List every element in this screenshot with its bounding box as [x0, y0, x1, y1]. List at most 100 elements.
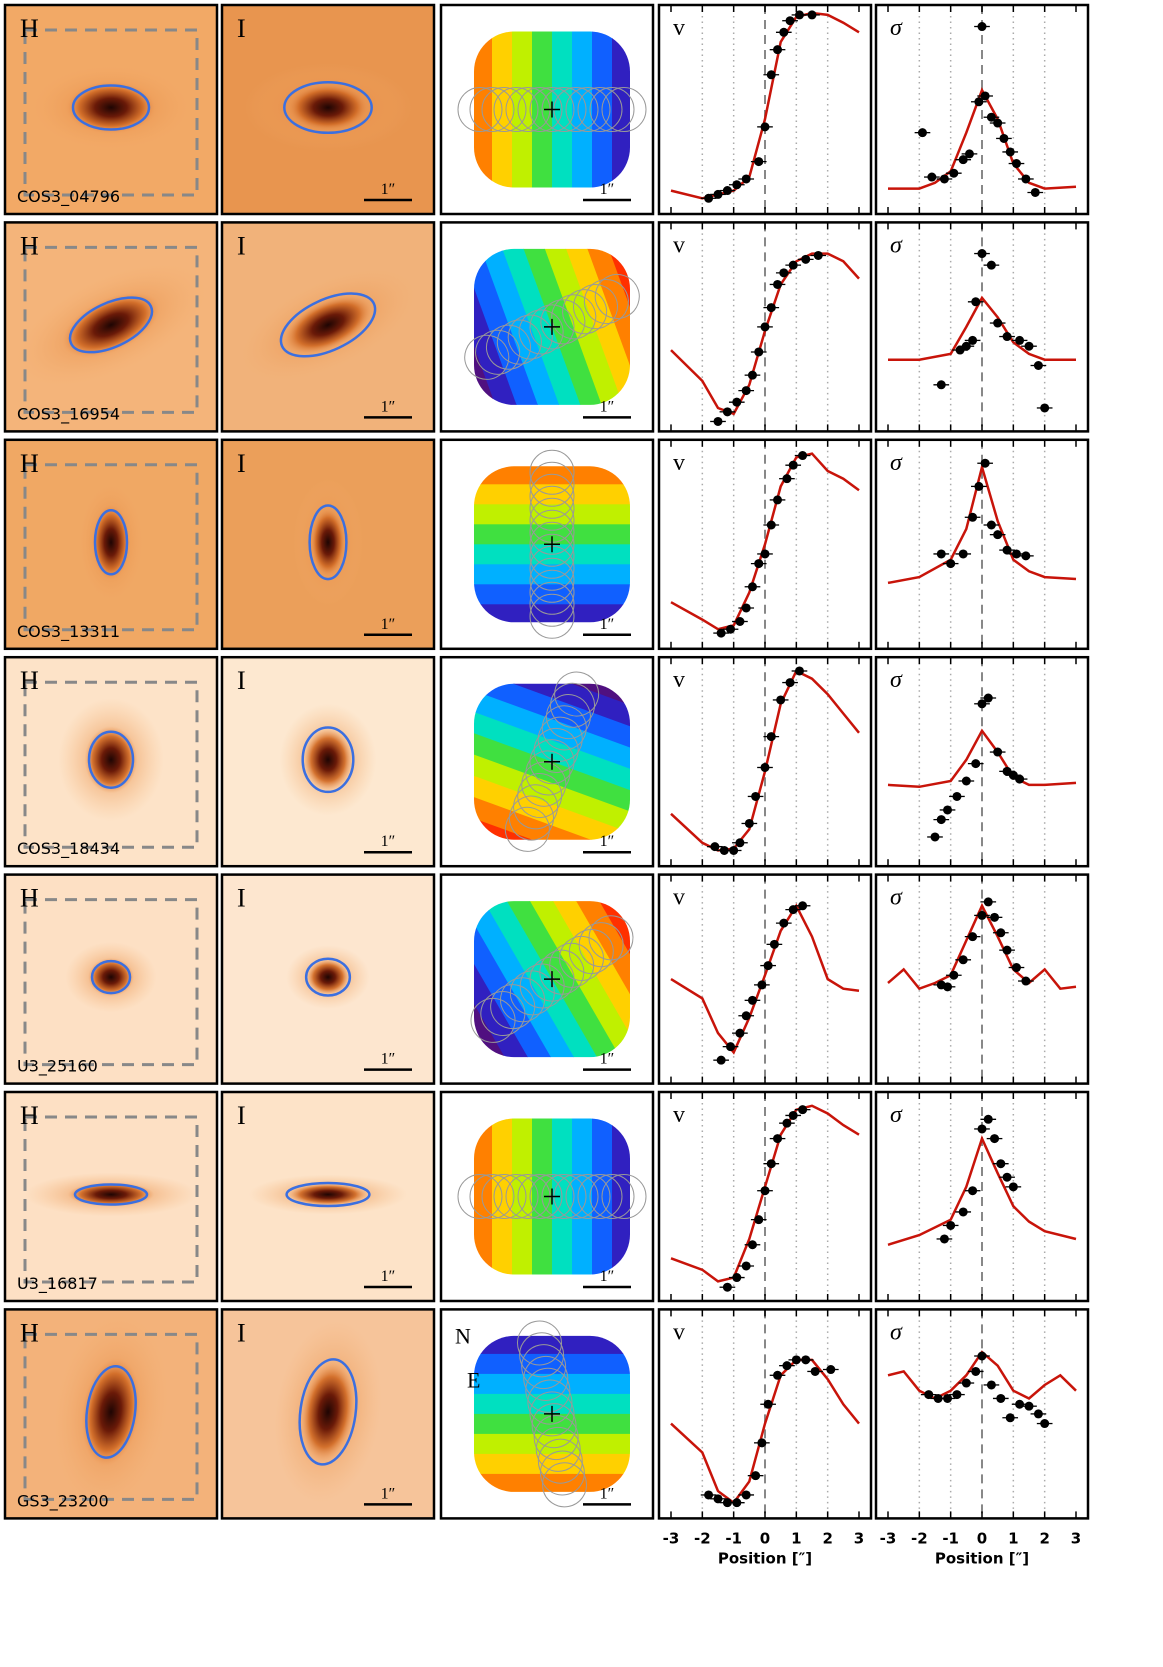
aperture — [469, 1174, 515, 1219]
velocity-pixel — [474, 1353, 630, 1374]
galaxy-core — [300, 1361, 356, 1463]
aperture — [529, 485, 575, 531]
galaxy-core — [65, 81, 157, 134]
panel-label: σ — [890, 667, 903, 693]
data-point — [751, 791, 761, 801]
data-point — [1005, 1413, 1015, 1423]
aperture — [529, 449, 575, 495]
data-point — [801, 254, 811, 264]
velocity-pixel — [474, 1453, 630, 1474]
aperture — [541, 705, 587, 751]
data-point — [996, 1159, 1006, 1169]
data-point — [713, 189, 723, 199]
band-label: H — [20, 1101, 39, 1130]
ifu-footprint — [23, 463, 199, 632]
x-tick-label: 0 — [760, 1529, 770, 1547]
panel-frame — [874, 1090, 1090, 1303]
data-point — [927, 172, 937, 182]
aperture — [519, 1332, 565, 1378]
aperture — [504, 806, 550, 852]
data-point — [747, 1240, 757, 1250]
aperture — [525, 750, 571, 796]
aperture — [496, 319, 542, 365]
galaxy-name: U3_25160 — [17, 1057, 98, 1077]
galaxy-core — [81, 1357, 141, 1467]
data-point — [766, 520, 776, 530]
galaxy-name: COS3_18434 — [17, 839, 120, 859]
data-point — [741, 174, 751, 184]
data-point — [1015, 1399, 1025, 1409]
aperture — [493, 87, 539, 132]
model-curve — [888, 295, 1076, 361]
data-point — [946, 559, 956, 569]
aperture — [517, 87, 563, 132]
data-point — [977, 249, 987, 259]
band-label: I — [237, 1318, 246, 1347]
velocity-pixel — [529, 248, 630, 405]
data-point — [769, 939, 779, 949]
velocity-pixel — [474, 1118, 493, 1275]
x-tick-label: 1 — [1008, 1529, 1018, 1547]
model-curve — [670, 903, 860, 1055]
velocity-pixel — [526, 901, 630, 1058]
data-point — [773, 1134, 783, 1144]
data-point — [968, 1186, 978, 1196]
galaxy-core — [84, 726, 138, 794]
data-point — [788, 460, 798, 470]
galaxy-core — [307, 959, 349, 995]
model-curve — [887, 462, 1077, 585]
x-tick-label: -3 — [663, 1529, 680, 1547]
data-point — [968, 335, 978, 345]
band-label: I — [237, 666, 246, 695]
x-tick-label: 3 — [1071, 1529, 1081, 1547]
data-point — [964, 149, 974, 159]
model-curve — [887, 902, 1077, 991]
data-point — [980, 458, 990, 468]
band-label: I — [237, 449, 246, 478]
scale-label: 1″ — [381, 616, 396, 633]
panel-label: σ — [890, 1319, 903, 1345]
panel-frame — [439, 655, 655, 868]
x-tick-label: 2 — [822, 1529, 832, 1547]
data-point — [961, 1378, 971, 1388]
data-point — [983, 897, 993, 907]
aperture — [529, 304, 575, 350]
data-point — [1002, 332, 1012, 342]
data-point — [1011, 963, 1021, 973]
data-point — [760, 762, 770, 772]
galaxy-core — [91, 503, 131, 581]
velocity-map — [474, 1335, 630, 1492]
velocity-pixel — [474, 248, 575, 405]
panel-frame — [220, 1090, 436, 1303]
velocity-stripes — [474, 1335, 630, 1492]
fit-ellipse — [87, 730, 135, 789]
aperture — [490, 984, 536, 1030]
data-point — [968, 512, 978, 522]
data-point — [952, 791, 962, 801]
data-point — [946, 1220, 956, 1230]
panel-frame — [439, 438, 655, 651]
model-curve — [888, 87, 1077, 190]
aperture — [509, 970, 555, 1016]
aperture — [481, 1174, 527, 1219]
data-point — [732, 180, 742, 190]
aperture — [475, 329, 521, 375]
slit-apertures — [516, 1320, 588, 1508]
panel-label: σ — [890, 232, 903, 258]
aperture — [529, 1391, 575, 1437]
data-point — [735, 617, 745, 626]
velocity-pixel — [572, 1118, 593, 1275]
data-point — [961, 776, 971, 786]
aperture — [529, 956, 575, 1002]
galaxy-core — [61, 292, 161, 358]
data-point — [741, 603, 751, 613]
data-point — [977, 22, 987, 32]
data-point — [993, 530, 1003, 540]
data-point — [704, 1490, 714, 1500]
aperture — [513, 784, 559, 830]
galaxy-core — [303, 728, 353, 791]
panel-label: v — [673, 450, 685, 476]
compass-east: E — [467, 1367, 480, 1392]
aperture — [541, 1174, 587, 1219]
